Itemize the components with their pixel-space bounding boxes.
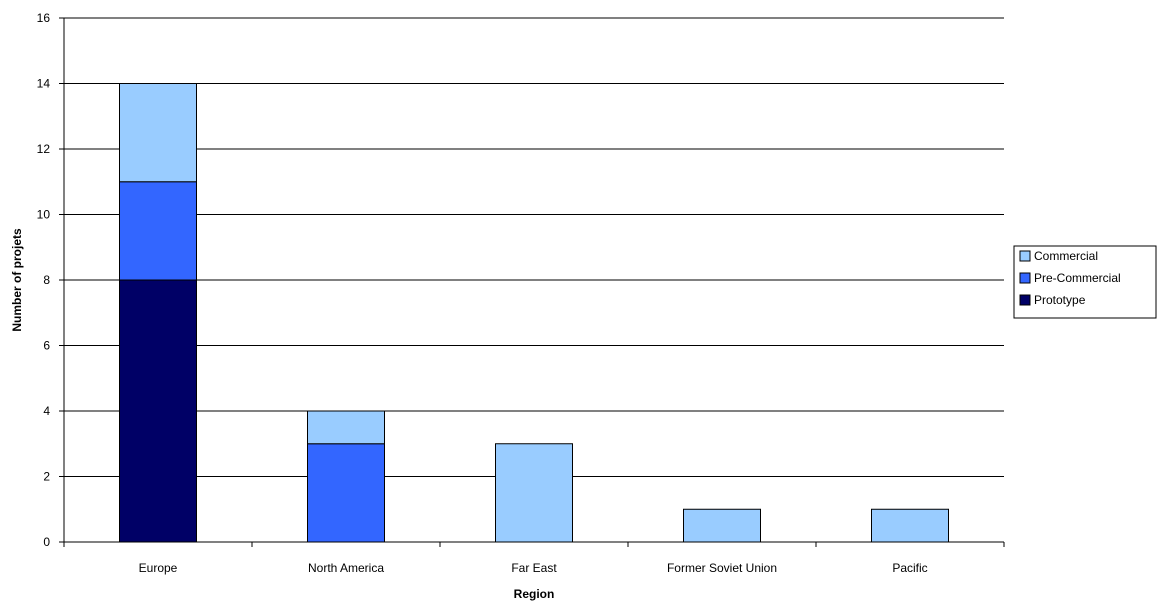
bar-prototype-europe xyxy=(119,279,197,543)
bar-commercial-far-east xyxy=(495,443,573,543)
bar-pre-commercial-north-america xyxy=(307,443,385,543)
x-axis-title: Region xyxy=(514,587,555,601)
y-tick-label: 16 xyxy=(37,11,51,25)
legend-swatch xyxy=(1019,294,1031,306)
bar-commercial-former-soviet-union xyxy=(683,508,761,543)
y-tick-label: 4 xyxy=(43,404,50,418)
legend-entry: Commercial xyxy=(1034,249,1098,263)
legend: Commercial Pre-Commercial Prototype xyxy=(1013,245,1157,319)
x-tick-label: Former Soviet Union xyxy=(667,561,777,575)
x-tick-label: Far East xyxy=(511,561,557,575)
legend-entry: Prototype xyxy=(1034,293,1086,307)
x-tick-label: Pacific xyxy=(892,561,927,575)
legend-swatch xyxy=(1019,272,1031,284)
x-tick-label: Europe xyxy=(139,561,178,575)
gridlines xyxy=(64,17,1004,477)
y-tick-label: 10 xyxy=(37,208,51,222)
bar-commercial-europe xyxy=(119,83,197,183)
y-tick-label: 0 xyxy=(43,535,50,549)
y-tick-label: 14 xyxy=(37,77,51,91)
legend-swatch xyxy=(1019,250,1031,262)
bar-commercial-pacific xyxy=(871,508,949,543)
y-tick-label: 8 xyxy=(43,273,50,287)
y-axis-title: Number of projets xyxy=(10,228,24,332)
bars xyxy=(119,83,949,543)
y-tick-labels: 0 2 4 6 8 10 12 14 16 xyxy=(37,11,64,549)
y-tick-label: 2 xyxy=(43,470,50,484)
legend-entry: Pre-Commercial xyxy=(1034,271,1121,285)
x-tick-label: North America xyxy=(308,561,384,575)
bar-commercial-north-america xyxy=(307,410,385,445)
y-tick-label: 12 xyxy=(37,142,51,156)
bar-pre-commercial-europe xyxy=(119,181,197,281)
x-tick-labels: Europe North America Far East Former Soviet… xyxy=(63,542,1005,575)
legend-box xyxy=(1013,245,1157,319)
y-tick-label: 6 xyxy=(43,339,50,353)
